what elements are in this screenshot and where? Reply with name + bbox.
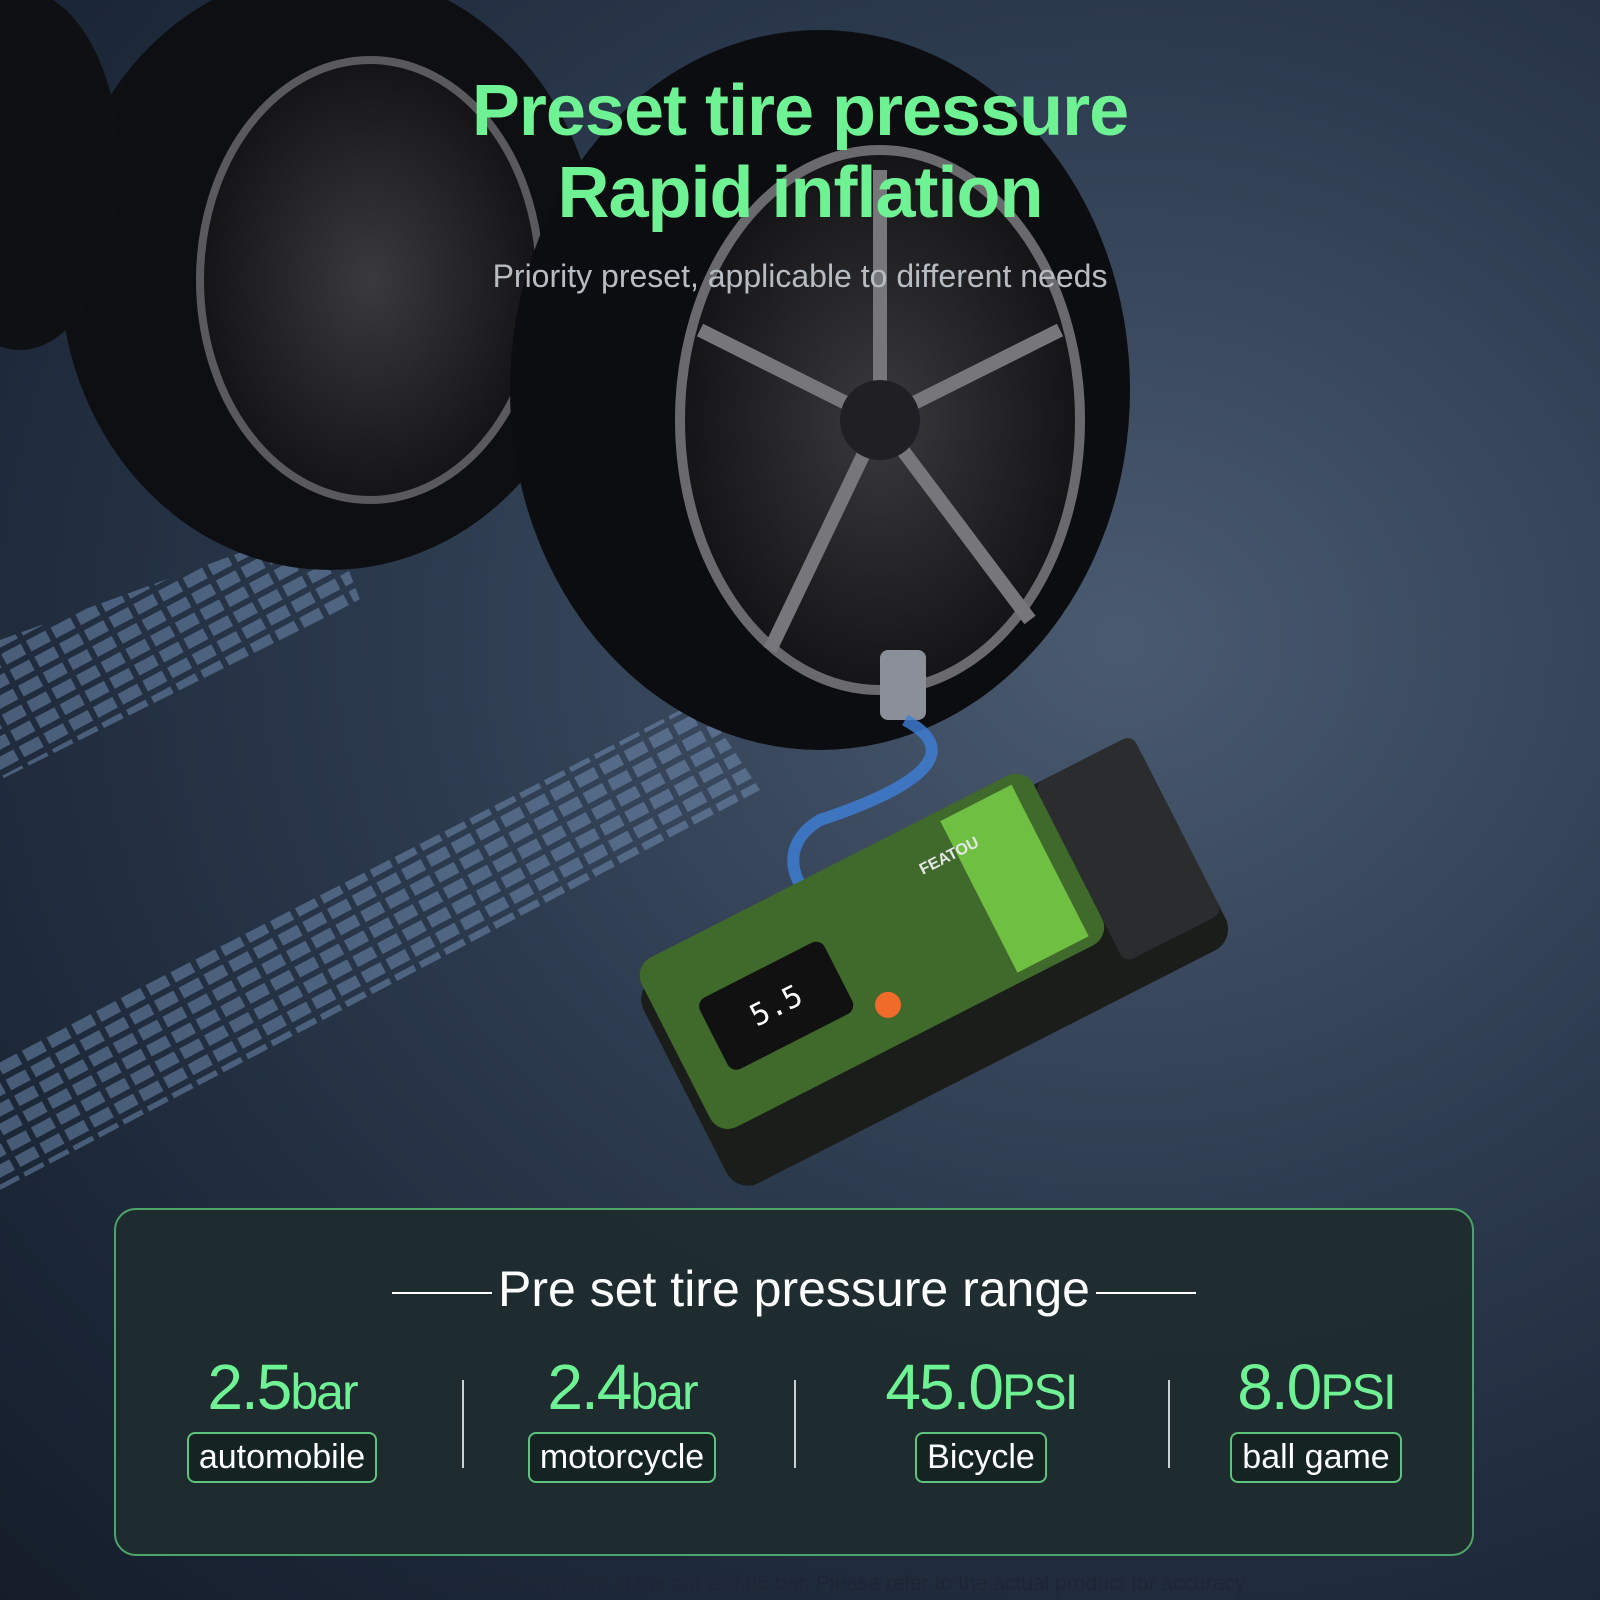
headline-line-2: Rapid inflation xyxy=(557,153,1044,233)
pressure-range-panel: Pre set tire pressure range 2.5bar autom… xyxy=(114,1208,1474,1556)
left-partial-tire xyxy=(0,0,120,350)
rear-tire xyxy=(60,0,600,570)
power-button-icon xyxy=(874,991,901,1018)
preset-label: ball game xyxy=(1230,1432,1402,1483)
preset-value: 2.5 xyxy=(207,1351,292,1423)
headline: Preset tire pressure Rapid inflation xyxy=(0,70,1600,234)
preset-motorcycle: 2.4bar motorcycle xyxy=(522,1350,722,1483)
headline-line-1: Preset tire pressure xyxy=(471,71,1129,151)
preset-unit: bar xyxy=(290,1364,358,1420)
divider xyxy=(1168,1380,1170,1468)
preset-label: Bicycle xyxy=(915,1432,1047,1483)
preset-label: motorcycle xyxy=(527,1432,717,1483)
title-rule-right xyxy=(1095,1291,1196,1294)
tire-track-marks xyxy=(0,520,760,1190)
panel-title: Pre set tire pressure range xyxy=(116,1260,1472,1318)
title-rule-left xyxy=(392,1291,493,1294)
divider xyxy=(794,1380,796,1468)
preset-unit: PSI xyxy=(1001,1364,1079,1420)
front-tire xyxy=(510,30,1130,750)
tire-inflator-device: 5.5 FEATOU xyxy=(639,738,1229,1186)
divider xyxy=(462,1380,464,1468)
preset-unit: bar xyxy=(630,1364,698,1420)
preset-value: 45.0 xyxy=(885,1351,1004,1423)
preset-label: automobile xyxy=(186,1432,378,1483)
preset-value: 2.4 xyxy=(547,1351,632,1423)
preset-unit: PSI xyxy=(1320,1364,1397,1420)
footnote: *The accurate tire pressure of the car i… xyxy=(354,1572,1246,1595)
preset-value: 8.0 xyxy=(1237,1351,1322,1423)
preset-bicycle: 45.0PSI Bicycle xyxy=(856,1350,1106,1483)
preset-automobile: 2.5bar automobile xyxy=(182,1350,382,1483)
subheadline: Priority preset, applicable to different… xyxy=(492,258,1108,294)
preset-ball-game: 8.0PSI ball game xyxy=(1216,1350,1416,1483)
panel-title-text: Pre set tire pressure range xyxy=(498,1261,1090,1317)
